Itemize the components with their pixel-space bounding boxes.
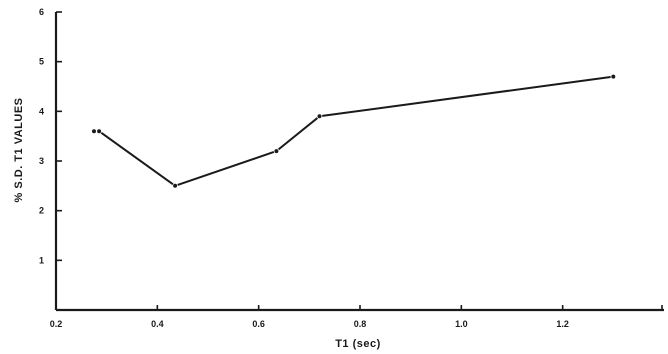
- y-tick-label: 3: [39, 156, 44, 166]
- data-point: [273, 148, 280, 154]
- series-line: [94, 75, 614, 187]
- y-tick-label: 5: [39, 57, 44, 67]
- y-tick-label: 6: [39, 7, 44, 17]
- x-tick-label: 0.2: [50, 319, 63, 329]
- data-point: [610, 73, 617, 80]
- x-tick-label: 1.0: [455, 319, 468, 329]
- x-axis-title: T1 (sec): [335, 338, 381, 350]
- data-point: [172, 183, 178, 189]
- data-point: [91, 128, 97, 135]
- data-point: [96, 128, 102, 135]
- series-group: [91, 73, 617, 189]
- axes: [54, 12, 664, 312]
- y-axis-ticks: 1 2 3 4 5 6: [39, 7, 62, 265]
- data-point: [316, 113, 323, 120]
- x-tick-label: 1.2: [556, 319, 569, 329]
- y-axis-title: % S.D. T1 VALUES: [13, 98, 25, 203]
- y-tick-label: 2: [39, 206, 44, 216]
- x-tick-label: 0.6: [252, 319, 265, 329]
- x-axis-ticks: 0.2 0.4 0.6 0.8 1.0 1.2: [50, 305, 663, 329]
- x-tick-label: 0.4: [151, 319, 164, 329]
- y-tick-label: 4: [39, 106, 44, 116]
- y-tick-label: 1: [39, 255, 44, 265]
- x-tick-label: 0.8: [354, 319, 367, 329]
